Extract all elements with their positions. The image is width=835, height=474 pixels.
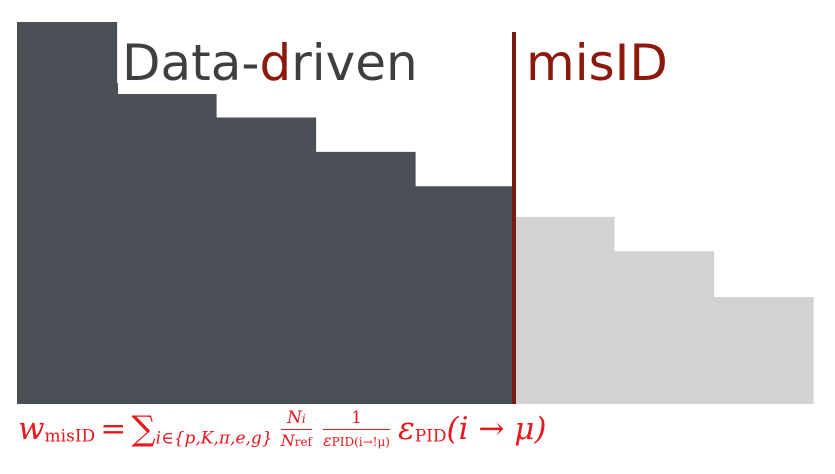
formula-w: w (18, 411, 45, 447)
light-bars-group (514, 216, 814, 404)
formula-frac-eps: 1 εPID(i→!μ) (323, 408, 390, 450)
dark-bars-group (17, 22, 516, 405)
dark-bar (17, 22, 118, 404)
formula-sum-sub: i∈{p,K,π,e,g} (155, 428, 273, 449)
light-bar (614, 251, 715, 404)
formula-tail: (i → μ) (446, 411, 547, 447)
light-bar (713, 297, 814, 404)
title-left-post: riven (291, 34, 418, 92)
frac1-num-sub: i (301, 412, 306, 426)
title-left: Data-driven (122, 34, 418, 92)
title-left-pre: Data- (122, 34, 259, 92)
dark-bar (116, 83, 217, 405)
dark-bar (415, 186, 516, 404)
formula: wmisID = ∑i∈{p,K,π,e,g} Ni Nref 1 εPID(i… (18, 408, 818, 468)
formula-eps: ε (398, 411, 415, 447)
dark-bar (216, 117, 317, 404)
formula-frac-n: Ni Nref (280, 408, 312, 450)
formula-eps-sub: PID (414, 426, 447, 447)
title-backing (118, 38, 422, 94)
title-right: misID (526, 34, 668, 92)
dark-bar (315, 151, 416, 404)
formula-sum: ∑ (131, 409, 156, 449)
frac2-den-sub: PID(i→!μ) (331, 435, 390, 449)
frac1-num: N (286, 408, 302, 428)
formula-w-sub: misID (44, 426, 96, 447)
formula-equals: = (100, 411, 127, 447)
title-right-backing (520, 38, 672, 94)
title-left-accent: d (259, 34, 291, 92)
light-bar (514, 216, 615, 404)
frac1-den: N (280, 431, 295, 450)
frac1-den-sub: ref (294, 435, 312, 449)
frac2-den: ε (323, 431, 332, 450)
frac2-num: 1 (351, 408, 362, 428)
